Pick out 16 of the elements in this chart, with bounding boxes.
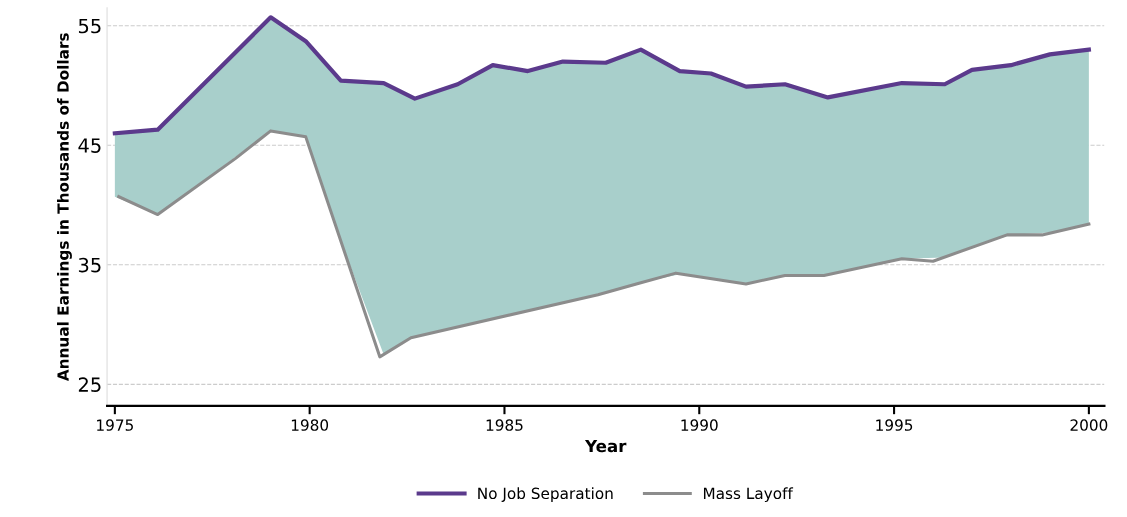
legend-label: No Job Separation: [478, 487, 613, 503]
line-series: [112, 15, 1091, 136]
y-axis-title: Annual Earnings in Thousands of Dollars: [57, 33, 72, 382]
x-axis-title: Year: [584, 439, 627, 453]
x-tick-label: 1990: [681, 419, 718, 431]
x-tick-label: 1980: [291, 419, 329, 431]
x-tick-label: 1985: [486, 419, 523, 431]
x-tick-label: 1975: [97, 419, 133, 431]
y-tick-label: 45: [78, 138, 101, 153]
line-series: [117, 129, 1091, 359]
x-tick-label: 1995: [876, 419, 913, 431]
y-tick-label: 25: [78, 377, 101, 392]
legend-label: Mass Layoff: [703, 487, 794, 503]
y-tick-label: 35: [78, 257, 101, 273]
y-tick-label: 55: [78, 18, 101, 34]
x-tick-label: 2000: [1070, 419, 1108, 431]
